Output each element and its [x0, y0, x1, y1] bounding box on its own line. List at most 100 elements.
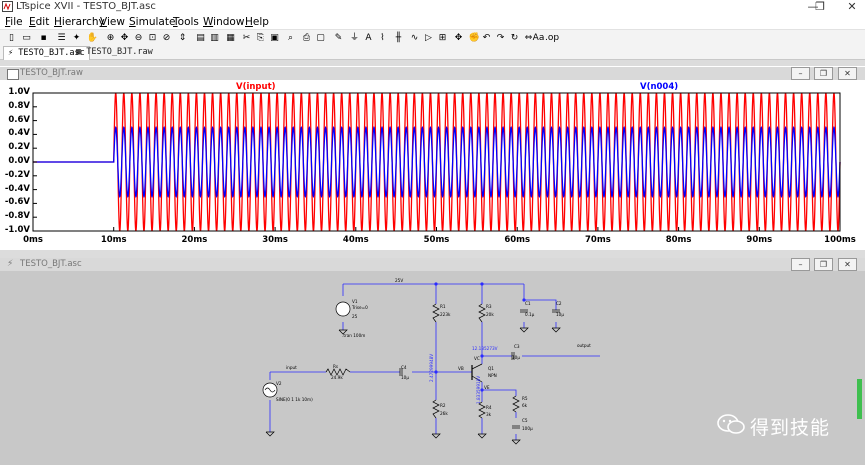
- c3-value-label: 10µ: [512, 355, 520, 360]
- plot-tick-marks: [32, 92, 841, 232]
- text-icon[interactable]: Aa: [532, 33, 545, 43]
- inductor-icon[interactable]: ∿: [410, 33, 419, 43]
- zoom-out-icon[interactable]: ⊖: [134, 33, 143, 43]
- new-schematic-icon[interactable]: ▯: [9, 33, 14, 43]
- schematic-restore-button[interactable]: ❐: [814, 258, 833, 271]
- autorange-icon[interactable]: ⇕: [178, 33, 187, 43]
- vc-label: VC: [474, 356, 480, 361]
- cut-icon[interactable]: ✂: [242, 33, 251, 43]
- trace-label-vn004[interactable]: V(n004): [640, 82, 679, 92]
- redo-icon[interactable]: ↷: [496, 33, 505, 43]
- save-icon[interactable]: ▪: [40, 33, 47, 43]
- y-tick-label: 0.4V: [8, 128, 30, 139]
- pan-icon[interactable]: ✥: [120, 33, 129, 43]
- schematic-minimize-button[interactable]: –: [791, 258, 810, 271]
- x-tick-label: 30ms: [262, 235, 288, 245]
- schematic-scrollbar-thumb[interactable]: [857, 379, 862, 419]
- wire-icon[interactable]: ✎: [334, 33, 343, 43]
- waveform-plot[interactable]: [0, 81, 865, 250]
- menu-simulate-accel: S: [129, 16, 136, 28]
- tab-testo-bjt-asc[interactable]: ⚡ TESTO_BJT.asc: [3, 46, 90, 60]
- copy-icon[interactable]: ⎘: [256, 33, 265, 43]
- mirror-icon[interactable]: ⇔: [524, 33, 533, 43]
- menu-simulate-label: imulate: [135, 16, 176, 28]
- drag-icon[interactable]: ✊: [468, 33, 481, 43]
- menu-tools[interactable]: Tools: [173, 15, 199, 29]
- move-icon[interactable]: ✥: [454, 33, 463, 43]
- halt-icon[interactable]: ✋: [86, 33, 99, 43]
- menu-window-accel: W: [203, 16, 214, 28]
- v2-label: V2: [276, 381, 282, 386]
- print-preview-icon[interactable]: ▢: [316, 33, 325, 43]
- schematic-window-titlebar: ⚡ TESTO_BJT.asc – ❐ ✕: [0, 258, 865, 271]
- waveform-minimize-button[interactable]: –: [791, 67, 810, 80]
- undo-icon[interactable]: ↶: [482, 33, 491, 43]
- schematic-close-button[interactable]: ✕: [838, 258, 857, 271]
- plot-labels: 1.0V 0.8V 0.6V 0.4V 0.2V 0.0V -0.2V -0.4V -0.6V -…: [0, 81, 865, 250]
- waveform-close-button[interactable]: ✕: [838, 67, 857, 80]
- zoom-in-icon[interactable]: ⊕: [106, 33, 115, 43]
- open-icon[interactable]: ▭: [22, 33, 31, 43]
- tile-horizontal-icon[interactable]: ▤: [196, 33, 205, 43]
- paste-icon[interactable]: ▣: [270, 33, 279, 43]
- x-tick-label: 100ms: [824, 235, 856, 245]
- q1-label: Q1: [488, 366, 494, 371]
- tile-vertical-icon[interactable]: ▥: [210, 33, 219, 43]
- r4-label: R4: [486, 405, 492, 410]
- waveform-restore-button[interactable]: ❐: [814, 67, 833, 80]
- label-icon[interactable]: A: [365, 33, 372, 43]
- menu-help-accel: H: [245, 16, 253, 28]
- run-icon[interactable]: ✦: [72, 33, 81, 43]
- spice-directive-icon[interactable]: .op: [545, 33, 560, 43]
- zoom-fit-icon[interactable]: ⊡: [148, 33, 157, 43]
- minimize-button[interactable]: —: [807, 0, 819, 13]
- cancel-zoom-icon[interactable]: ⊘: [162, 33, 171, 43]
- print-icon[interactable]: ⎙: [302, 33, 311, 43]
- control-panel-icon[interactable]: ☰: [57, 33, 66, 43]
- menu-edit[interactable]: Edit: [29, 15, 49, 29]
- menu-hierarchy[interactable]: Hierarchy: [54, 15, 105, 29]
- ground-icon[interactable]: ⏚: [349, 33, 359, 43]
- menu-hierarchy-label: ierarchy: [61, 16, 105, 28]
- c1-label: C1: [525, 301, 531, 306]
- v1-source-symbol: [335, 301, 351, 317]
- tab-testo-bjt-raw[interactable]: ▦ TESTO_BJT.raw: [76, 47, 153, 57]
- trace-vn004: [33, 125, 841, 199]
- wechat-icon: [717, 414, 745, 434]
- menu-window[interactable]: Window: [203, 15, 244, 29]
- menu-view-accel: V: [100, 16, 107, 28]
- find-icon[interactable]: ⌕: [287, 33, 294, 43]
- r2-symbol: [432, 399, 440, 419]
- restore-window-button[interactable]: ❐: [815, 0, 825, 13]
- rotate-icon[interactable]: ↻: [510, 33, 519, 43]
- menu-file[interactable]: File: [5, 15, 23, 29]
- y-tick-label: -0.2V: [4, 169, 30, 180]
- c5-label: C5: [522, 418, 528, 423]
- menu-help[interactable]: Help: [245, 15, 269, 29]
- y-tick-label: 0.0V: [8, 156, 30, 166]
- y-tick-label: -0.4V: [4, 183, 30, 194]
- c2-value-label: 10µ: [556, 312, 564, 317]
- x-tick-label: 50ms: [423, 235, 450, 245]
- menu-tools-accel: T: [173, 16, 178, 28]
- schematic-canvas[interactable]: 25V V1 Trise=0 25 .tran 100m R1 223k R2 …: [0, 272, 856, 465]
- v1-value-label: 25: [352, 314, 358, 319]
- diode-icon[interactable]: ▷: [425, 33, 432, 43]
- component-icon[interactable]: ⊞: [438, 33, 447, 43]
- close-window-button[interactable]: ✕: [847, 0, 857, 13]
- x-tick-label: 0ms: [23, 235, 43, 245]
- cascade-icon[interactable]: ▦: [226, 33, 235, 43]
- y-tick-label: -1.0V: [4, 225, 30, 235]
- v1-label: V1: [352, 299, 358, 304]
- watermark-text: 得到技能: [750, 417, 831, 439]
- c4-label: C4: [401, 365, 407, 370]
- menu-simulate[interactable]: Simulate: [129, 15, 175, 29]
- r1-label: R1: [440, 304, 446, 309]
- menu-view[interactable]: View: [100, 15, 125, 29]
- vb-node-voltage: 2.47299948V: [429, 354, 434, 382]
- capacitor-icon[interactable]: ╫: [395, 33, 402, 43]
- plot-traces: [33, 92, 841, 232]
- trace-label-vinput[interactable]: V(input): [236, 82, 276, 92]
- waveform-window-titlebar: TESTO_BJT.raw – ❐ ✕: [0, 67, 865, 80]
- resistor-icon[interactable]: ⌇: [380, 33, 385, 43]
